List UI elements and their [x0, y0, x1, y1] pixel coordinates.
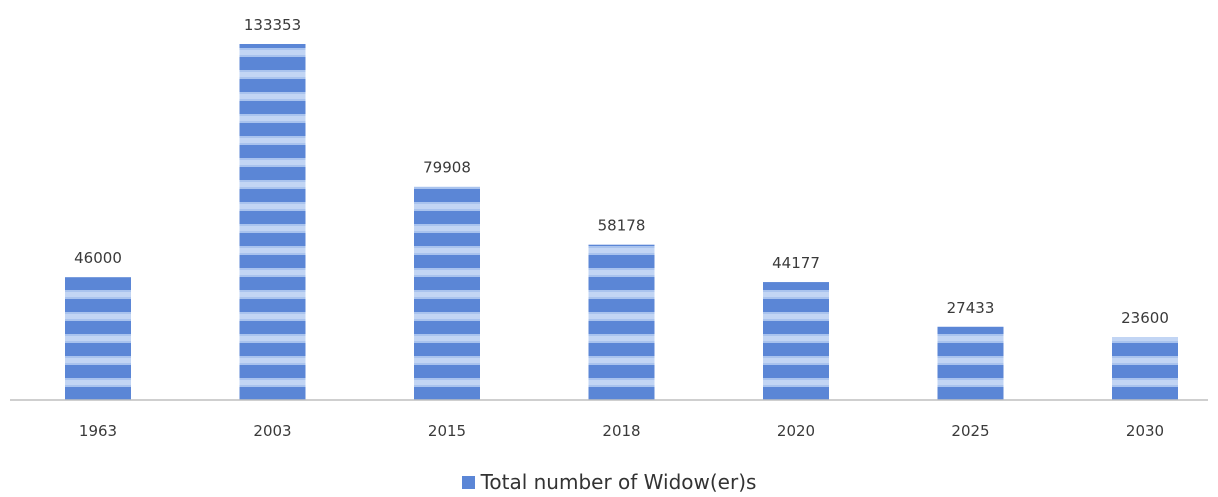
- data-label-2015: 79908: [423, 159, 471, 177]
- bar-2015: [414, 186, 480, 400]
- bar-chart: 46000 133353 79908 58178 44177 27433 23600 196…: [10, 16, 1208, 440]
- legend-label: Total number of Widow(er)s: [480, 470, 757, 494]
- x-tick-label-2025: 2025: [951, 422, 989, 440]
- bar-2025: [937, 326, 1004, 400]
- data-label-1963: 46000: [74, 249, 122, 267]
- x-tick-label-2030: 2030: [1126, 422, 1164, 440]
- x-tick-label-2020: 2020: [777, 422, 815, 440]
- x-tick-label-2003: 2003: [253, 422, 291, 440]
- x-tick-label-1963: 1963: [79, 422, 117, 440]
- data-label-2020: 44177: [772, 254, 820, 272]
- data-label-2030: 23600: [1121, 309, 1169, 327]
- bar-2030: [1112, 336, 1178, 400]
- legend-swatch: [461, 475, 475, 489]
- x-tick-label-2018: 2018: [602, 422, 640, 440]
- data-label-2018: 58178: [598, 217, 646, 235]
- bar-2018: [588, 244, 655, 400]
- legend: Total number of Widow(er)s: [0, 470, 1218, 494]
- data-label-2003: 133353: [244, 16, 301, 34]
- data-label-2025: 27433: [947, 299, 995, 317]
- bar-2003: [239, 44, 306, 400]
- bar-2020: [763, 282, 829, 400]
- x-tick-label-2015: 2015: [428, 422, 466, 440]
- bar-1963: [65, 277, 131, 400]
